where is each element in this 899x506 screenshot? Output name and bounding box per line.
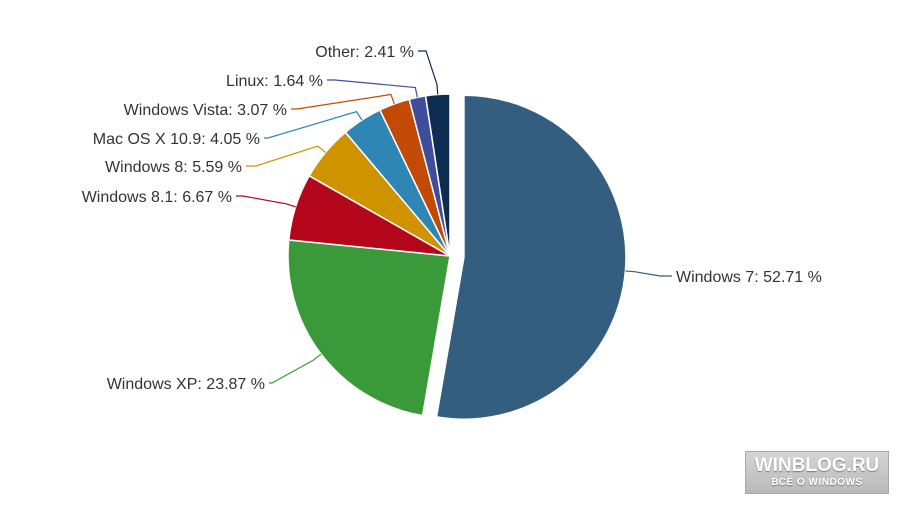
connector-windows-xp <box>269 353 322 384</box>
data-label-windows-8-1: Windows 8.1: 6.67 % <box>82 189 232 206</box>
data-label-other: Other: 2.41 % <box>315 44 414 61</box>
watermark-logo: WINBLOG.RU ВСЁ О WINDOWS <box>745 451 889 494</box>
connector-windows-8-1 <box>236 195 296 208</box>
connector-other <box>418 50 439 95</box>
connector-linux <box>327 79 418 98</box>
watermark-subtitle: ВСЁ О WINDOWS <box>771 477 863 488</box>
connector-windows-7 <box>625 270 672 277</box>
connector-mac-os-x-10-9 <box>264 110 363 139</box>
data-label-windows-xp: Windows XP: 23.87 % <box>107 376 265 393</box>
data-label-mac-os-x-10-9: Mac OS X 10.9: 4.05 % <box>93 131 260 148</box>
data-label-linux: Linux: 1.64 % <box>226 73 323 90</box>
pie-slice-windows-xp[interactable] <box>287 239 451 417</box>
connector-windows-8 <box>246 145 326 167</box>
data-label-windows-7: Windows 7: 52.71 % <box>676 269 822 286</box>
data-label-windows-8: Windows 8: 5.59 % <box>105 159 242 176</box>
connector-windows-vista <box>291 93 395 110</box>
pie-slice-windows-7[interactable] <box>435 94 627 420</box>
data-label-windows-vista: Windows Vista: 3.07 % <box>124 102 287 119</box>
watermark-title: WINBLOG.RU <box>754 455 880 476</box>
